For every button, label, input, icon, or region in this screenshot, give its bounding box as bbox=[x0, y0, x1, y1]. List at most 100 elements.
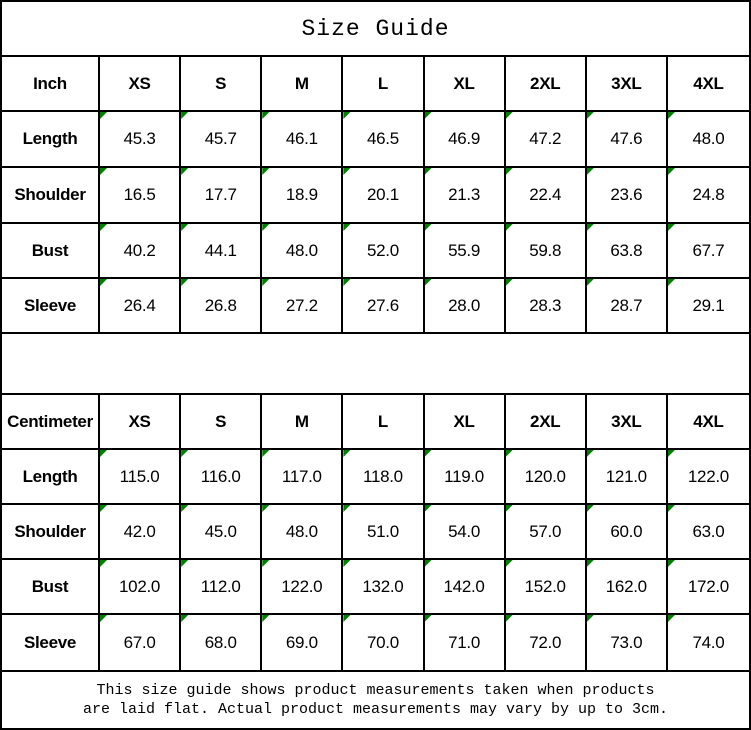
measurement-cell: 117.0 bbox=[262, 450, 344, 505]
measurement-value: 67.7 bbox=[692, 240, 725, 260]
measurement-value: 26.8 bbox=[204, 295, 237, 315]
measurement-value: 120.0 bbox=[524, 466, 566, 486]
flag-triangle-icon bbox=[424, 224, 432, 231]
measurement-value: 70.0 bbox=[366, 632, 399, 652]
flag-triangle-icon bbox=[262, 224, 270, 231]
measurement-value: 67.0 bbox=[123, 632, 156, 652]
size-header-xs: XS bbox=[100, 57, 182, 112]
flag-triangle-icon bbox=[586, 224, 594, 231]
measurement-value: 46.9 bbox=[448, 129, 480, 148]
flag-triangle-icon bbox=[586, 615, 594, 622]
flag-triangle-icon bbox=[181, 168, 189, 175]
measurement-value: 17.7 bbox=[204, 185, 237, 204]
size-header-2xl: 2XL bbox=[505, 395, 587, 450]
measurement-value: 45.0 bbox=[204, 521, 237, 541]
flag-triangle-icon bbox=[505, 112, 513, 119]
flag-triangle-icon bbox=[505, 615, 513, 622]
row-label-sleeve: Sleeve bbox=[2, 279, 100, 334]
measurement-value: 60.0 bbox=[610, 521, 643, 541]
flag-triangle-icon bbox=[100, 615, 107, 622]
measurement-cell: 70.0 bbox=[343, 615, 425, 672]
flag-triangle-icon bbox=[586, 279, 594, 286]
measurement-value: 122.0 bbox=[687, 466, 729, 486]
row-label-sleeve: Sleeve bbox=[2, 615, 100, 672]
flag-triangle-icon bbox=[586, 112, 594, 119]
measurement-cell: 27.2 bbox=[262, 279, 344, 334]
measurement-value: 48.0 bbox=[285, 521, 318, 541]
unit-header-centimeter: Centimeter bbox=[2, 395, 100, 450]
flag-triangle-icon bbox=[424, 112, 432, 119]
measurement-value: 18.9 bbox=[285, 185, 318, 204]
flag-triangle-icon bbox=[505, 224, 513, 231]
row-label-shoulder: Shoulder bbox=[2, 168, 100, 224]
flag-triangle-icon bbox=[181, 505, 189, 512]
measurement-value: 26.4 bbox=[123, 295, 156, 315]
flag-triangle-icon bbox=[505, 168, 513, 175]
measurement-value: 46.1 bbox=[285, 129, 318, 148]
measurement-cell: 172.0 bbox=[667, 560, 749, 615]
measurement-value: 55.9 bbox=[448, 240, 480, 260]
measurement-value: 132.0 bbox=[362, 576, 404, 596]
measurement-cell: 46.9 bbox=[424, 112, 506, 168]
measurement-cell: 57.0 bbox=[505, 505, 587, 560]
measurement-cell: 22.4 bbox=[505, 168, 587, 224]
measurement-cell: 45.3 bbox=[100, 112, 182, 168]
measurement-value: 52.0 bbox=[366, 240, 399, 260]
size-header-s: S bbox=[181, 395, 263, 450]
measurement-cell: 63.8 bbox=[586, 224, 668, 279]
flag-triangle-icon bbox=[586, 505, 594, 512]
flag-triangle-icon bbox=[586, 560, 594, 567]
measurement-value: 28.7 bbox=[610, 295, 643, 315]
flag-triangle-icon bbox=[343, 505, 351, 512]
measurement-value: 22.4 bbox=[529, 185, 562, 204]
measurement-value: 44.1 bbox=[204, 240, 237, 260]
flag-triangle-icon bbox=[667, 168, 675, 175]
size-header-xs: XS bbox=[100, 395, 182, 450]
size-header-l: L bbox=[343, 57, 425, 112]
measurement-value: 142.0 bbox=[443, 576, 485, 596]
row-label-length: Length bbox=[2, 112, 100, 168]
flag-triangle-icon bbox=[343, 224, 351, 231]
measurement-value: 54.0 bbox=[448, 521, 480, 541]
footer-note-line1: This size guide shows product measuremen… bbox=[96, 682, 655, 699]
size-header-3xl: 3XL bbox=[586, 395, 668, 450]
flag-triangle-icon bbox=[100, 560, 107, 567]
measurement-cell: 119.0 bbox=[424, 450, 506, 505]
flag-triangle-icon bbox=[343, 615, 351, 622]
row-label-bust: Bust bbox=[2, 560, 100, 615]
unit-header-inch: Inch bbox=[2, 57, 100, 112]
measurement-value: 117.0 bbox=[281, 466, 322, 486]
measurement-cell: 71.0 bbox=[424, 615, 506, 672]
measurement-value: 172.0 bbox=[687, 576, 729, 596]
measurement-cell: 18.9 bbox=[262, 168, 344, 224]
flag-triangle-icon bbox=[667, 450, 675, 457]
flag-triangle-icon bbox=[667, 505, 675, 512]
measurement-cell: 121.0 bbox=[586, 450, 668, 505]
size-header-m: M bbox=[262, 395, 344, 450]
flag-triangle-icon bbox=[667, 224, 675, 231]
measurement-cell: 45.0 bbox=[181, 505, 263, 560]
measurement-cell: 47.6 bbox=[586, 112, 668, 168]
flag-triangle-icon bbox=[262, 505, 270, 512]
size-header-4xl: 4XL bbox=[667, 57, 749, 112]
measurement-value: 45.3 bbox=[123, 129, 156, 148]
measurement-value: 23.6 bbox=[610, 185, 643, 204]
size-header-xl: XL bbox=[424, 395, 506, 450]
measurement-cell: 21.3 bbox=[424, 168, 506, 224]
measurement-value: 121.0 bbox=[605, 466, 647, 486]
measurement-cell: 162.0 bbox=[586, 560, 668, 615]
flag-triangle-icon bbox=[667, 615, 675, 622]
flag-triangle-icon bbox=[505, 279, 513, 286]
measurement-value: 47.6 bbox=[610, 129, 643, 148]
measurement-cell: 24.8 bbox=[667, 168, 749, 224]
measurement-value: 63.0 bbox=[692, 521, 725, 541]
measurement-value: 27.6 bbox=[366, 295, 399, 315]
measurement-value: 118.0 bbox=[363, 466, 403, 486]
measurement-cell: 69.0 bbox=[262, 615, 344, 672]
measurement-cell: 28.3 bbox=[505, 279, 587, 334]
measurement-cell: 47.2 bbox=[505, 112, 587, 168]
measurement-value: 63.8 bbox=[610, 240, 643, 260]
measurement-value: 48.0 bbox=[692, 129, 725, 148]
measurement-value: 28.3 bbox=[529, 295, 562, 315]
measurement-value: 73.0 bbox=[610, 632, 643, 652]
